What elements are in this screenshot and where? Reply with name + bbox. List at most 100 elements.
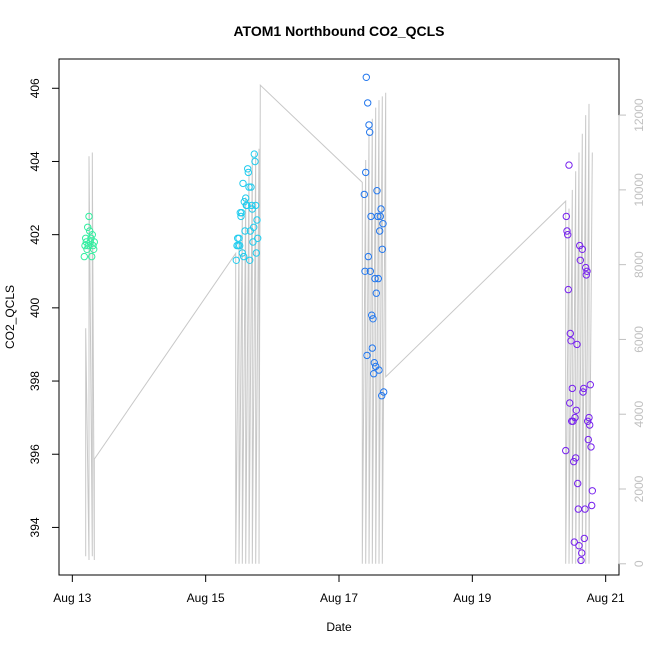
data-point xyxy=(577,556,585,565)
x-axis: Aug 13 Aug 15 Aug 17 Aug 19 Aug 21 xyxy=(53,574,625,605)
data-point xyxy=(562,446,570,455)
data-point xyxy=(376,212,384,221)
data-point xyxy=(373,187,381,195)
data-point xyxy=(584,417,592,425)
data-point xyxy=(86,227,94,235)
data-point xyxy=(582,263,590,272)
data-point xyxy=(366,128,374,136)
data-point xyxy=(564,231,572,239)
data-point xyxy=(575,542,583,550)
data-point xyxy=(374,212,382,221)
y-tick-label: 396 xyxy=(28,444,42,464)
data-point xyxy=(570,457,578,466)
data-point xyxy=(241,227,249,235)
data-point xyxy=(578,549,586,557)
y2-tick-label: 0 xyxy=(632,560,646,567)
data-point xyxy=(378,245,386,254)
data-point xyxy=(368,311,376,319)
data-point xyxy=(580,384,588,393)
data-point xyxy=(376,227,384,235)
data-point xyxy=(580,534,588,543)
y2-tick-label: 2000 xyxy=(632,475,646,502)
data-point xyxy=(239,179,247,188)
data-point xyxy=(251,157,259,166)
data-point xyxy=(372,289,380,297)
x-tick-label: Aug 13 xyxy=(53,591,91,605)
data-point xyxy=(80,252,89,261)
y-tick-label: 406 xyxy=(28,78,42,98)
data-point xyxy=(361,267,369,275)
data-point xyxy=(250,150,259,158)
data-point xyxy=(377,205,385,213)
data-point xyxy=(232,256,241,264)
data-point xyxy=(585,413,593,422)
data-point xyxy=(82,234,90,243)
data-point xyxy=(378,392,386,400)
data-point xyxy=(566,399,574,407)
data-point xyxy=(246,256,254,264)
data-point xyxy=(240,252,248,261)
y2-tick-label: 12000 xyxy=(632,98,646,132)
y-axis-label: CO2_QCLS xyxy=(3,285,17,349)
y2-axis: 0 2000 4000 6000 8000 10000 12000 xyxy=(618,98,646,567)
x-tick-label: Aug 17 xyxy=(320,591,358,605)
data-point xyxy=(563,227,571,235)
data-point xyxy=(247,183,255,191)
data-point xyxy=(245,183,253,191)
series-1 xyxy=(232,150,262,264)
data-point xyxy=(582,271,590,279)
data-point xyxy=(570,538,578,546)
data-point xyxy=(370,359,378,367)
data-point xyxy=(564,285,572,294)
data-point xyxy=(562,212,570,221)
data-point xyxy=(84,223,92,232)
x-tick-label: Aug 15 xyxy=(187,591,225,605)
data-point xyxy=(252,201,260,210)
data-point xyxy=(567,337,575,345)
altitude-series xyxy=(85,84,593,564)
data-point xyxy=(574,479,582,488)
series-3 xyxy=(562,161,596,565)
data-point xyxy=(88,231,97,239)
y-axis: 394 396 398 400 402 404 406 xyxy=(28,78,60,537)
data-point xyxy=(583,267,591,275)
data-point xyxy=(576,256,584,264)
data-point xyxy=(250,223,258,232)
data-point xyxy=(379,220,387,228)
y-tick-label: 394 xyxy=(28,517,42,537)
data-point xyxy=(366,267,374,275)
data-point xyxy=(587,443,595,451)
y2-tick-label: 6000 xyxy=(632,326,646,353)
data-point xyxy=(362,168,370,177)
data-point xyxy=(82,238,91,246)
y2-tick-label: 8000 xyxy=(632,251,646,278)
data-point xyxy=(566,329,574,338)
data-point xyxy=(89,241,97,250)
data-point xyxy=(360,190,368,199)
data-point xyxy=(363,351,371,360)
data-point xyxy=(586,421,594,429)
data-point xyxy=(365,121,373,129)
data-point xyxy=(362,73,370,82)
chart-title: ATOM1 Northbound CO2_QCLS xyxy=(233,23,444,39)
data-point xyxy=(579,388,587,396)
data-point xyxy=(90,238,99,246)
x-axis-label: Date xyxy=(326,620,352,634)
data-point xyxy=(254,234,262,243)
data-point xyxy=(364,99,372,107)
y-tick-label: 402 xyxy=(28,224,42,244)
data-point xyxy=(572,406,580,414)
data-point xyxy=(238,209,246,217)
data-point xyxy=(371,274,379,283)
y-tick-label: 398 xyxy=(28,371,42,391)
series-0 xyxy=(80,212,99,261)
data-point xyxy=(588,487,596,495)
data-point xyxy=(85,212,93,221)
data-point xyxy=(248,201,256,210)
data-point xyxy=(569,417,577,425)
data-point xyxy=(253,216,261,224)
data-point xyxy=(571,413,579,422)
y-tick-label: 400 xyxy=(28,298,42,318)
data-point xyxy=(581,505,589,513)
data-point xyxy=(368,344,376,352)
